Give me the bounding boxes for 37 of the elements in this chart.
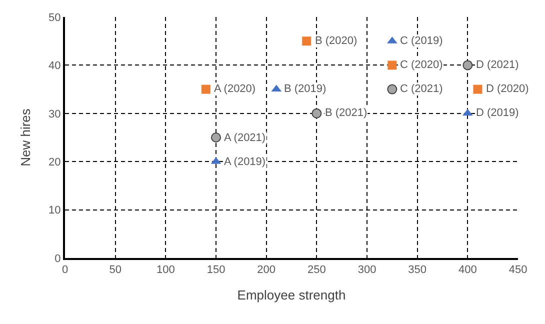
y-tick-label: 20	[48, 156, 61, 168]
y-tick-label: 50	[48, 12, 61, 24]
annotation: A (2021)	[224, 132, 266, 144]
annotation: C (2020)	[400, 59, 443, 71]
x-tick-label: 150	[206, 264, 226, 276]
annotation: D (2019)	[476, 107, 519, 119]
y-tick-label: 40	[48, 60, 61, 72]
annotation: B (2019)	[284, 83, 326, 95]
point	[473, 84, 482, 94]
point	[201, 84, 210, 94]
annotation: A (2019)	[224, 156, 266, 168]
x-tick-label: 250	[307, 264, 326, 276]
annotation: B (2020)	[315, 35, 358, 47]
annotation: A (2020)	[214, 83, 256, 95]
y-tick-label: 10	[48, 204, 61, 217]
annotation: C (2019)	[400, 35, 443, 47]
point	[462, 60, 473, 70]
annotation: B (2021)	[325, 107, 368, 119]
annotation: D (2020)	[486, 83, 529, 95]
x-axis-title: Employee strength	[237, 287, 346, 302]
x-tick-label: 450	[508, 264, 528, 276]
x-tick-label: 300	[358, 264, 376, 276]
y-tick-label: 30	[48, 108, 61, 120]
x-tick-label: 50	[109, 264, 122, 276]
point	[387, 84, 398, 94]
x-tick-label: 400	[458, 264, 477, 276]
point	[388, 60, 397, 70]
point	[302, 36, 312, 46]
annotation: D (2021)	[476, 59, 519, 71]
point	[312, 108, 322, 118]
x-tick-label: 350	[408, 264, 427, 276]
y-tick-label: 0	[54, 252, 61, 265]
annotation: C (2021)	[400, 83, 443, 95]
x-tick-label: 200	[257, 264, 276, 276]
point	[211, 132, 221, 142]
x-tick-label: 100	[156, 264, 175, 276]
y-axis-title: New hires	[18, 108, 33, 166]
